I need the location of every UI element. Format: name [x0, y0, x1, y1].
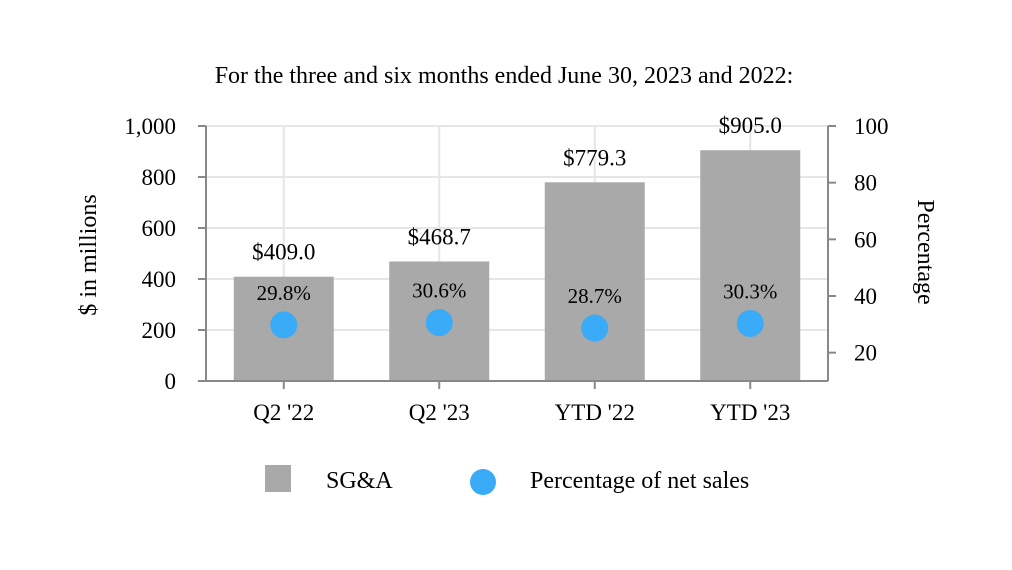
y-tick-label: 1,000 [124, 114, 176, 139]
point-value-label: 29.8% [257, 281, 311, 305]
y2-tick-label: 100 [854, 114, 889, 139]
bar-sga [700, 150, 801, 381]
labels: $409.0 $468.7 $779.3 $905.0 29.8% 30.6% 28.7% 3… [252, 113, 782, 308]
legend: SG&A Percentage of net sales [265, 465, 749, 495]
points [270, 309, 764, 342]
x-tick-label: Q2 '22 [253, 400, 314, 425]
bar-value-label: $779.3 [563, 145, 626, 170]
chart-title: For the three and six months ended June … [215, 63, 794, 89]
point-value-label: 28.7% [568, 284, 622, 308]
bar-value-label: $468.7 [408, 224, 471, 249]
axes: 0 200 400 600 800 1,000 20 40 60 80 100 Q2 '22 Q2 '2… [124, 114, 888, 425]
bar-sga [544, 182, 645, 381]
legend-label-sga: SG&A [326, 468, 393, 494]
y2-tick-label: 80 [854, 171, 877, 196]
y-tick-label: 600 [142, 216, 177, 241]
point-percentage [270, 311, 298, 339]
point-percentage [581, 314, 609, 342]
point-value-label: 30.6% [412, 279, 466, 303]
point-value-label: 30.3% [723, 279, 777, 303]
y2-tick-label: 60 [854, 227, 877, 252]
bar-value-label: $409.0 [252, 240, 315, 265]
bars [233, 150, 801, 381]
y2-axis-label: Percentage [912, 199, 938, 304]
y2-tick-label: 20 [854, 341, 877, 366]
x-tick-label: Q2 '23 [409, 400, 470, 425]
legend-label-percentage: Percentage of net sales [530, 468, 749, 494]
y-tick-label: 0 [165, 369, 177, 394]
y2-tick-label: 40 [854, 284, 877, 309]
point-percentage [736, 309, 764, 337]
x-tick-label: YTD '22 [555, 400, 635, 425]
bar-value-label: $905.0 [719, 113, 782, 138]
point-percentage [425, 309, 453, 337]
y-axis-label: $ in millions [76, 194, 102, 315]
y-tick-label: 400 [142, 267, 177, 292]
y-tick-label: 800 [142, 165, 177, 190]
x-tick-label: YTD '23 [710, 400, 790, 425]
y-tick-label: 200 [142, 318, 177, 343]
legend-swatch-sga [265, 465, 291, 492]
legend-swatch-percentage [470, 469, 496, 495]
